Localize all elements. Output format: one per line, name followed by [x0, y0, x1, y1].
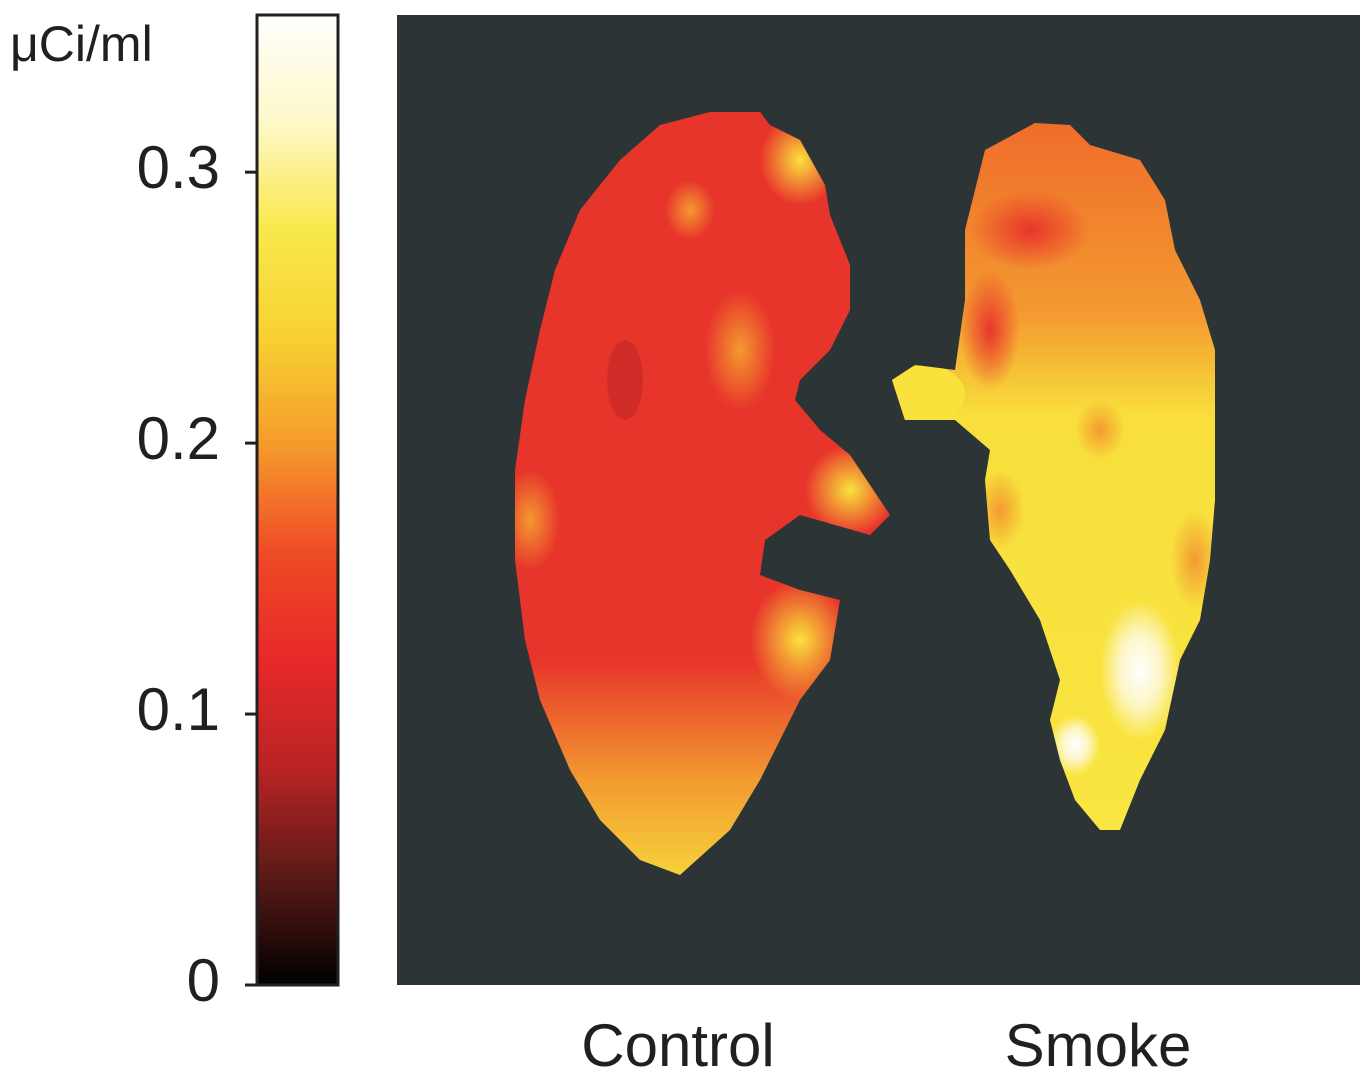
y-tick-label: 0.3 — [137, 134, 220, 201]
figure: μCi/ml 0 0.1 0.2 0.3 Control Smoke — [0, 0, 1365, 1085]
y-tick-label: 0.2 — [137, 405, 220, 472]
colorbar — [257, 15, 338, 985]
page: μCi/ml 00.10.20.3ControlSmoke (() => { c… — [0, 0, 1365, 1085]
colorbar-label: μCi/ml — [10, 16, 153, 72]
x-label: Smoke — [1005, 1012, 1192, 1079]
y-tick-label: 0.1 — [137, 676, 220, 743]
x-label: Control — [581, 1012, 774, 1079]
y-tick-label: 0 — [187, 947, 220, 1014]
